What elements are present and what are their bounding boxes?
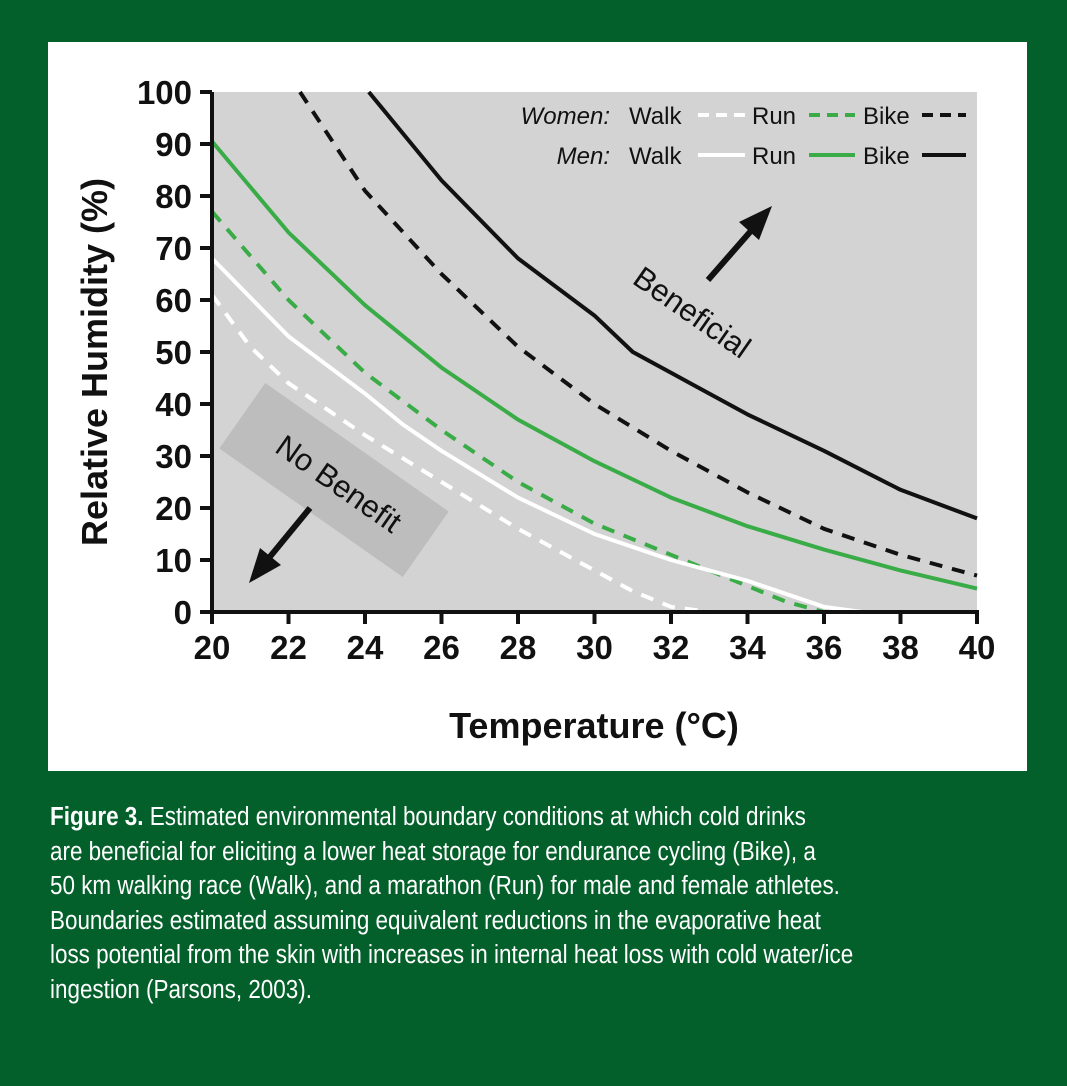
y-tick-label: 100 [137,74,192,111]
x-tick-label: 20 [194,629,231,666]
no-benefit-box [219,382,449,578]
x-tick-label: 34 [729,629,766,666]
series-women-run [210,210,825,614]
legend-men-walk-label: Walk [629,143,682,170]
series-men-walk [210,256,863,614]
y-tick-label: 50 [155,334,192,371]
legend-women-run-label: Run [752,103,796,130]
series-layer [210,90,978,614]
y-tick-label: 30 [155,438,192,475]
y-tick-label: 0 [174,594,192,631]
legend: Women: Walk Run Bike Men: Walk Run Bike [521,103,966,170]
x-tick-label: 28 [500,629,537,666]
x-axis-title: Temperature (°C) [449,705,739,746]
y-tick-label: 20 [155,490,192,527]
caption-text: Boundaries estimated assuming equivalent… [50,906,821,935]
legend-men-label: Men: [557,143,610,170]
legend-women-walk-label: Walk [629,103,682,130]
caption-text: 50 km walking race (Walk), and a maratho… [50,872,840,900]
caption-line: Boundaries estimated assuming equivalent… [50,904,1036,939]
y-tick-label: 80 [155,178,192,215]
legend-men-bike-label: Bike [863,143,910,170]
x-tick-label: 22 [270,629,307,666]
humidity-temperature-chart: No Benefit Beneficial Women: Walk Run Bi… [74,74,995,746]
series-men-run [210,140,978,591]
figure-panel: No Benefit Beneficial Women: Walk Run Bi… [48,42,1027,771]
series-women-walk [210,293,710,614]
legend-women-label: Women: [521,103,610,130]
caption-text: loss potential from the skin with increa… [50,941,854,969]
legend-men-run-label: Run [752,143,796,170]
y-tick-label: 10 [155,542,192,579]
legend-women-bike-label: Bike [863,103,910,130]
caption-line: ingestion (Parsons, 2003). [50,973,1036,1008]
caption-text: ingestion (Parsons, 2003). [50,975,312,1004]
x-tick-label: 30 [576,629,613,666]
caption-line: Figure 3. Estimated environmental bounda… [50,800,1036,835]
caption-line: loss potential from the skin with increa… [50,938,1036,973]
y-axis-title: Relative Humidity (%) [74,178,115,546]
no-benefit-arrow-icon [249,506,313,583]
figure-caption: Figure 3. Estimated environmental bounda… [50,800,1036,1007]
caption-text: Estimated environmental boundary conditi… [143,803,806,831]
beneficial-arrow-icon [705,206,772,282]
caption-text: are beneficial for eliciting a lower hea… [50,837,816,866]
x-tick-label: 36 [806,629,843,666]
x-tick-label: 26 [423,629,460,666]
series-men-bike [367,90,978,521]
caption-line: are beneficial for eliciting a lower hea… [50,835,1036,870]
caption-figure-label: Figure 3. [50,803,144,831]
x-tick-label: 38 [882,629,919,666]
y-tick-label: 70 [155,230,192,267]
x-tick-label: 24 [347,629,384,666]
caption-line: 50 km walking race (Walk), and a maratho… [50,869,1036,904]
y-tick-label: 90 [155,126,192,163]
y-tick-label: 40 [155,386,192,423]
x-tick-label: 32 [653,629,690,666]
axes-layer: 20 22 24 26 28 30 32 34 36 38 40 0 10 20 30 40 50 60 70 80 9… [137,74,995,666]
x-tick-label: 40 [959,629,996,666]
y-tick-label: 60 [155,282,192,319]
